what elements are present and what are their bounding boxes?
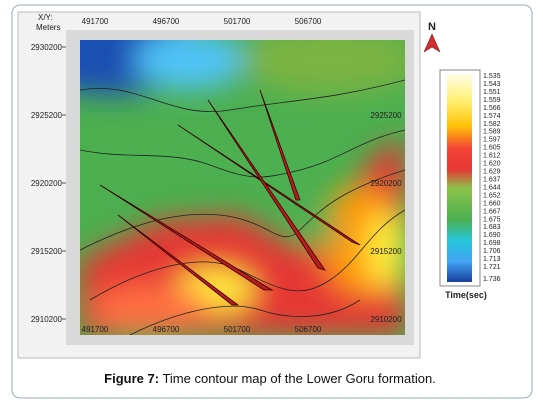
y-tick-label-right: 2910200	[370, 315, 402, 324]
legend-label: 1.597	[483, 137, 501, 144]
legend-label: 1.644	[483, 184, 501, 191]
north-arrow: N	[423, 21, 441, 53]
legend-label: 1.612	[483, 153, 501, 160]
y-tick-label: 2920200	[31, 179, 63, 188]
legend-box	[439, 69, 481, 287]
legend-label: 1.660	[483, 200, 501, 207]
color-bar	[447, 74, 472, 282]
legend-label: 1.683	[483, 224, 501, 231]
y-tick-label-right: 2915200	[370, 247, 402, 256]
legend-label: 1.551	[483, 89, 501, 96]
x-tick-label: 496700	[153, 17, 180, 26]
legend-label: 1.652	[483, 192, 501, 199]
y-tick-label: 2930200	[31, 43, 63, 52]
y-tick-label-right: 2925200	[370, 111, 402, 120]
x-tick-label-inner: 506700	[295, 325, 322, 334]
x-tick-label-inner: 496700	[153, 325, 180, 334]
legend-label: 1.675	[483, 216, 501, 223]
legend-label: 1.721	[483, 264, 501, 271]
caption-text: Time contour map of the Lower Goru forma…	[162, 371, 435, 386]
legend-label: 1.574	[483, 113, 501, 120]
x-tick-label: 506700	[295, 17, 322, 26]
caption-label: Figure 7:	[104, 371, 159, 386]
legend-label: 1.620	[483, 161, 501, 168]
y-tick-label: 2925200	[31, 111, 63, 120]
legend-label: 1.582	[483, 121, 501, 128]
x-tick-label-inner: 501700	[224, 325, 251, 334]
y-tick-label: 2915200	[31, 247, 63, 256]
coordinate-labels: X/Y: Meters	[36, 13, 60, 32]
y-tick-label: 2910200	[31, 315, 63, 324]
legend-label: 1.589	[483, 129, 501, 136]
legend-title: Time(sec)	[445, 290, 487, 300]
legend-label: 1.629	[483, 169, 501, 176]
x-tick-label: 491700	[82, 17, 109, 26]
north-label: N	[428, 21, 436, 33]
legend-label: 1.535	[483, 73, 501, 80]
legend-label: 1.637	[483, 176, 501, 183]
x-tick-label: 501700	[224, 17, 251, 26]
x-tick-label-inner: 491700	[82, 325, 109, 334]
legend-label: 1.713	[483, 256, 501, 263]
legend-label: 1.736	[483, 276, 501, 283]
legend-label: 1.543	[483, 81, 501, 88]
legend-label: 1.559	[483, 97, 501, 104]
legend-label: 1.706	[483, 248, 501, 255]
caption: Figure 7: Time contour map of the Lower …	[104, 371, 436, 386]
legend-label: 1.698	[483, 240, 501, 247]
legend-label: 1.566	[483, 105, 501, 112]
legend-label: 1.667	[483, 208, 501, 215]
y-tick-label-right: 2920200	[370, 179, 402, 188]
legend-label: 1.690	[483, 232, 501, 239]
axis-header: Meters	[36, 23, 60, 32]
legend-label: 1.605	[483, 145, 501, 152]
contour-map	[80, 40, 405, 335]
axis-header: X/Y:	[38, 13, 53, 22]
